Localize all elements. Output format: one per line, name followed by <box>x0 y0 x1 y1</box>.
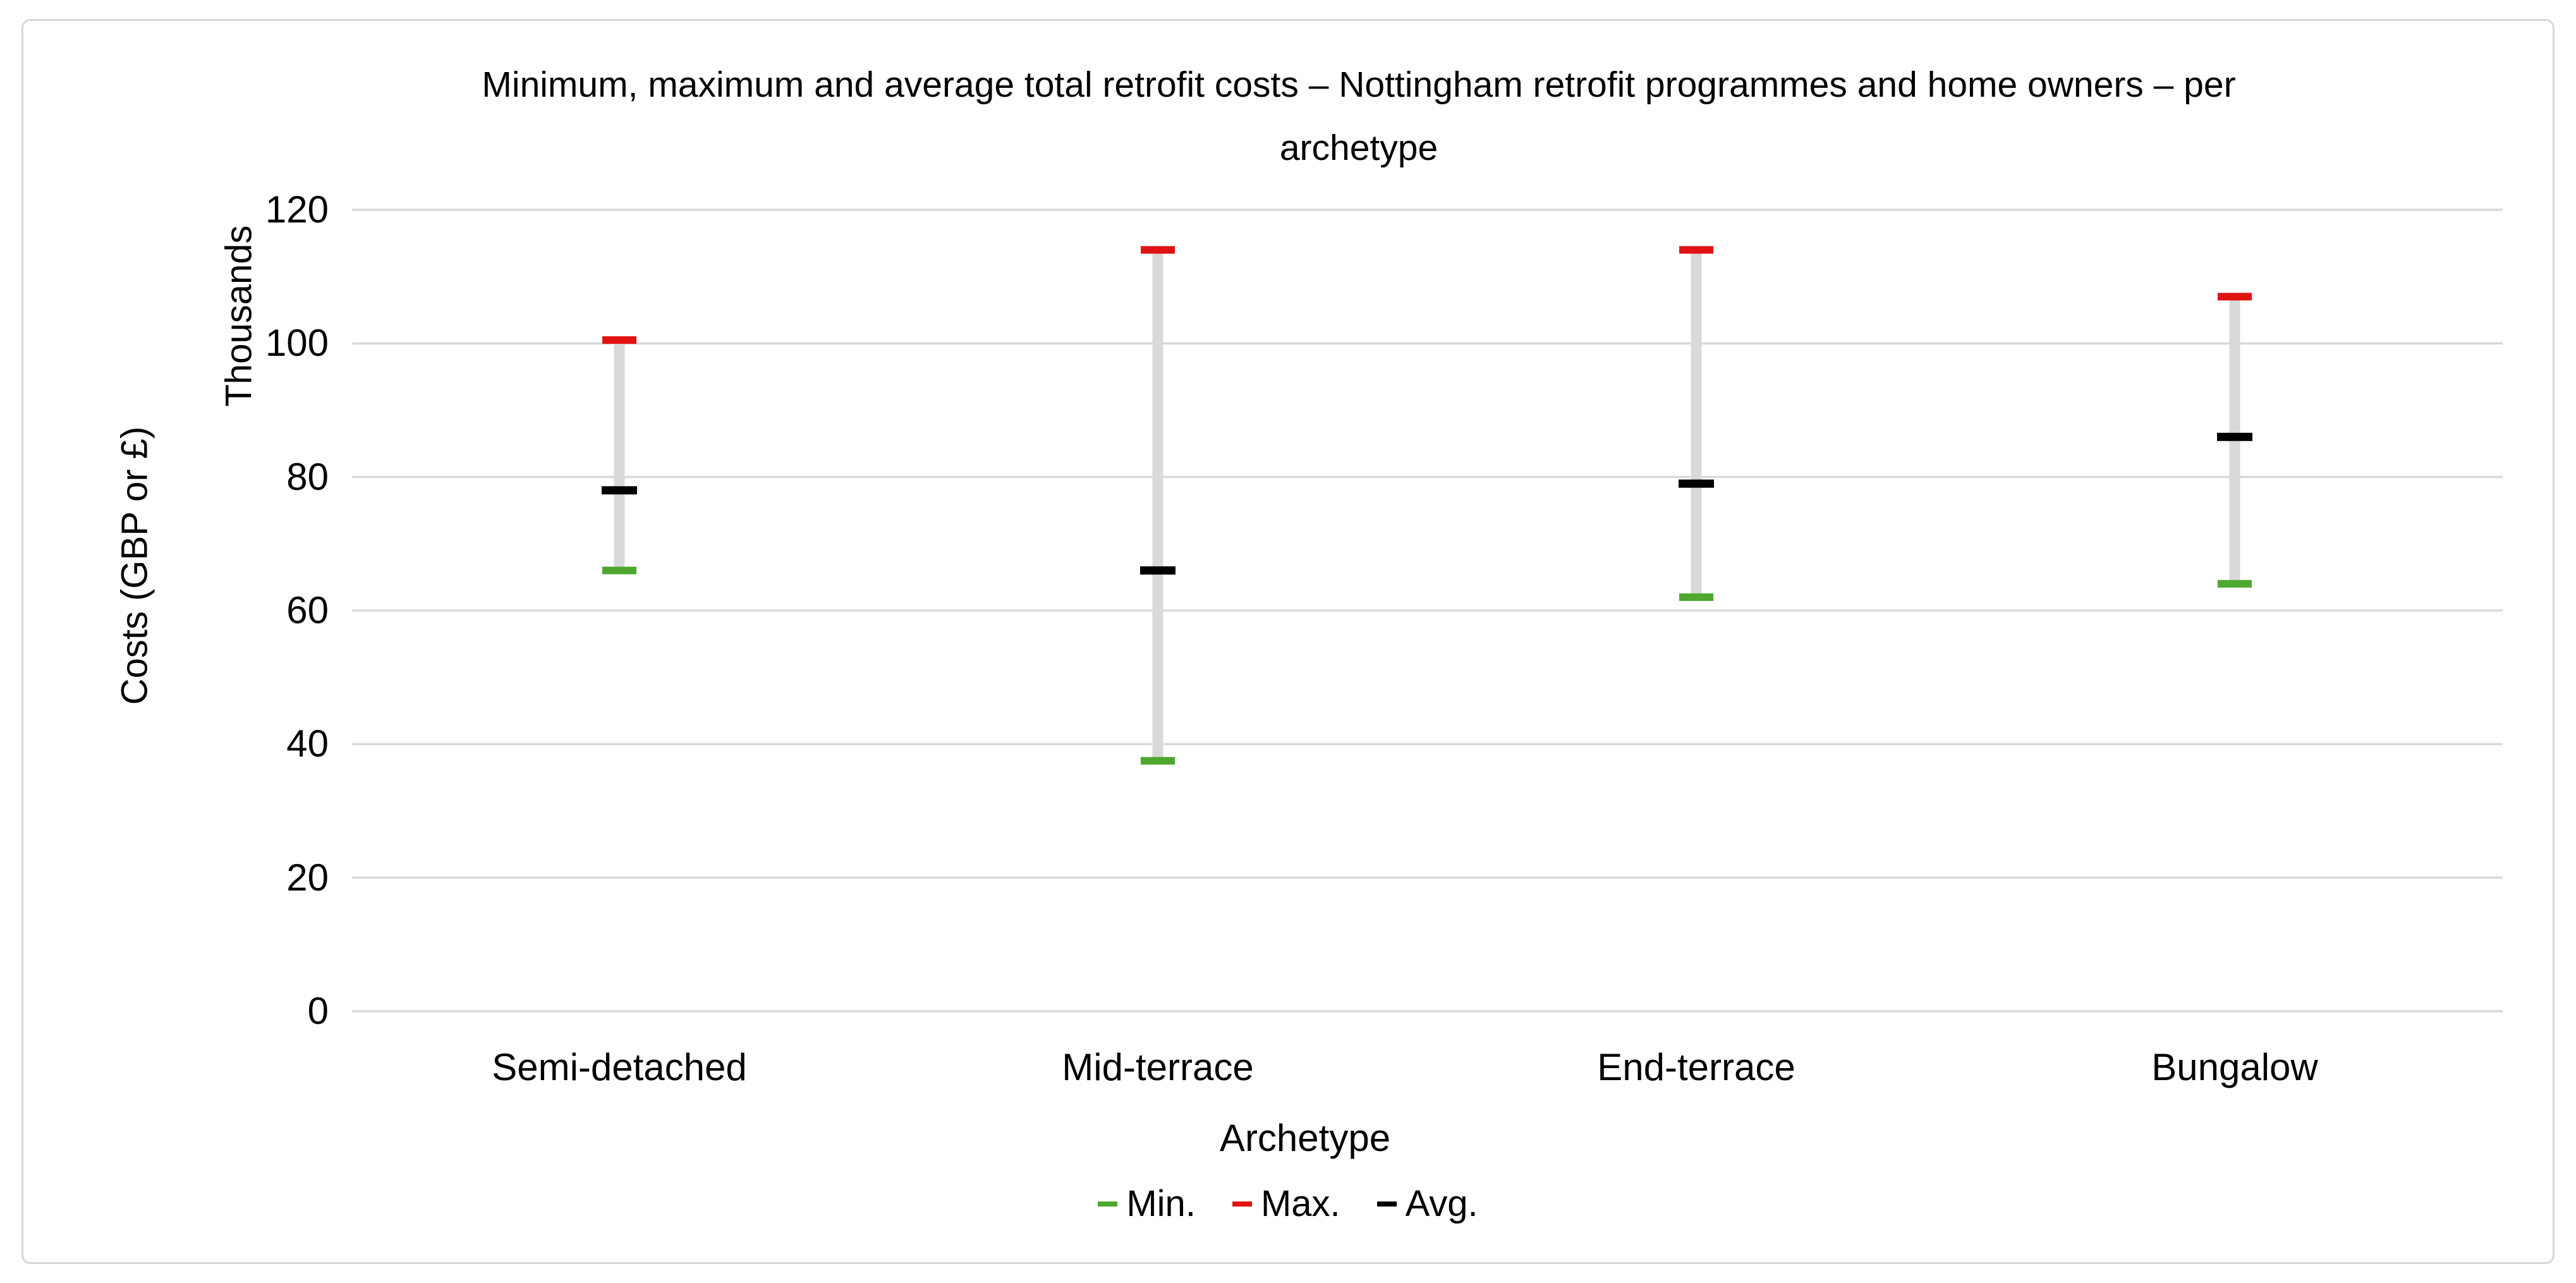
legend-marker-icon <box>1232 1201 1252 1207</box>
y-tick-label-40: 40 <box>286 722 329 765</box>
avg-marker <box>1140 566 1176 575</box>
y-tick-label-0: 0 <box>307 990 329 1032</box>
min-marker <box>2218 580 2252 588</box>
chart-title: Minimum, maximum and average total retro… <box>482 64 2236 168</box>
hilo-range-bar <box>1152 250 1163 761</box>
min-marker <box>1141 757 1175 765</box>
legend-label: Max. <box>1260 1183 1340 1224</box>
legend-label: Avg. <box>1405 1183 1478 1224</box>
legend-item-min: Min. <box>1098 1181 1196 1227</box>
chart-border-frame <box>21 19 2555 1264</box>
avg-marker <box>2217 432 2252 441</box>
y-tick-label-80: 80 <box>286 455 329 498</box>
x-axis-title: Archetype <box>1219 1117 1391 1159</box>
legend-label: Min. <box>1126 1183 1196 1224</box>
chart-legend: Min. Max. Avg. <box>0 1181 2576 1227</box>
x-category-label: End-terrace <box>1597 1046 1795 1088</box>
legend-item-avg: Avg. <box>1376 1181 1478 1227</box>
y-tick-label-120: 120 <box>265 188 329 231</box>
y-tick-label-60: 60 <box>286 589 329 631</box>
y-axis-title: Costs (GBP or £) <box>114 426 155 705</box>
max-marker <box>602 336 636 344</box>
avg-marker <box>1679 479 1714 488</box>
hilo-range-bar <box>1691 250 1702 597</box>
legend-marker-icon <box>1098 1201 1118 1207</box>
y-tick-label-20: 20 <box>286 856 329 899</box>
min-marker <box>1679 593 1713 601</box>
avg-marker <box>602 486 637 495</box>
min-marker <box>602 566 636 575</box>
legend-item-max: Max. <box>1232 1181 1340 1227</box>
max-marker <box>1141 246 1175 254</box>
y-tick-label-100: 100 <box>265 322 329 365</box>
x-category-label: Mid-terrace <box>1062 1046 1254 1088</box>
hilo-range-bar <box>614 340 625 571</box>
y-axis-units-label: Thousands <box>218 225 260 407</box>
legend-marker-icon <box>1376 1201 1397 1207</box>
max-marker <box>2218 293 2252 301</box>
max-marker <box>1679 246 1713 254</box>
x-category-label: Bungalow <box>2151 1046 2318 1088</box>
x-category-label: Semi-detached <box>492 1046 747 1088</box>
